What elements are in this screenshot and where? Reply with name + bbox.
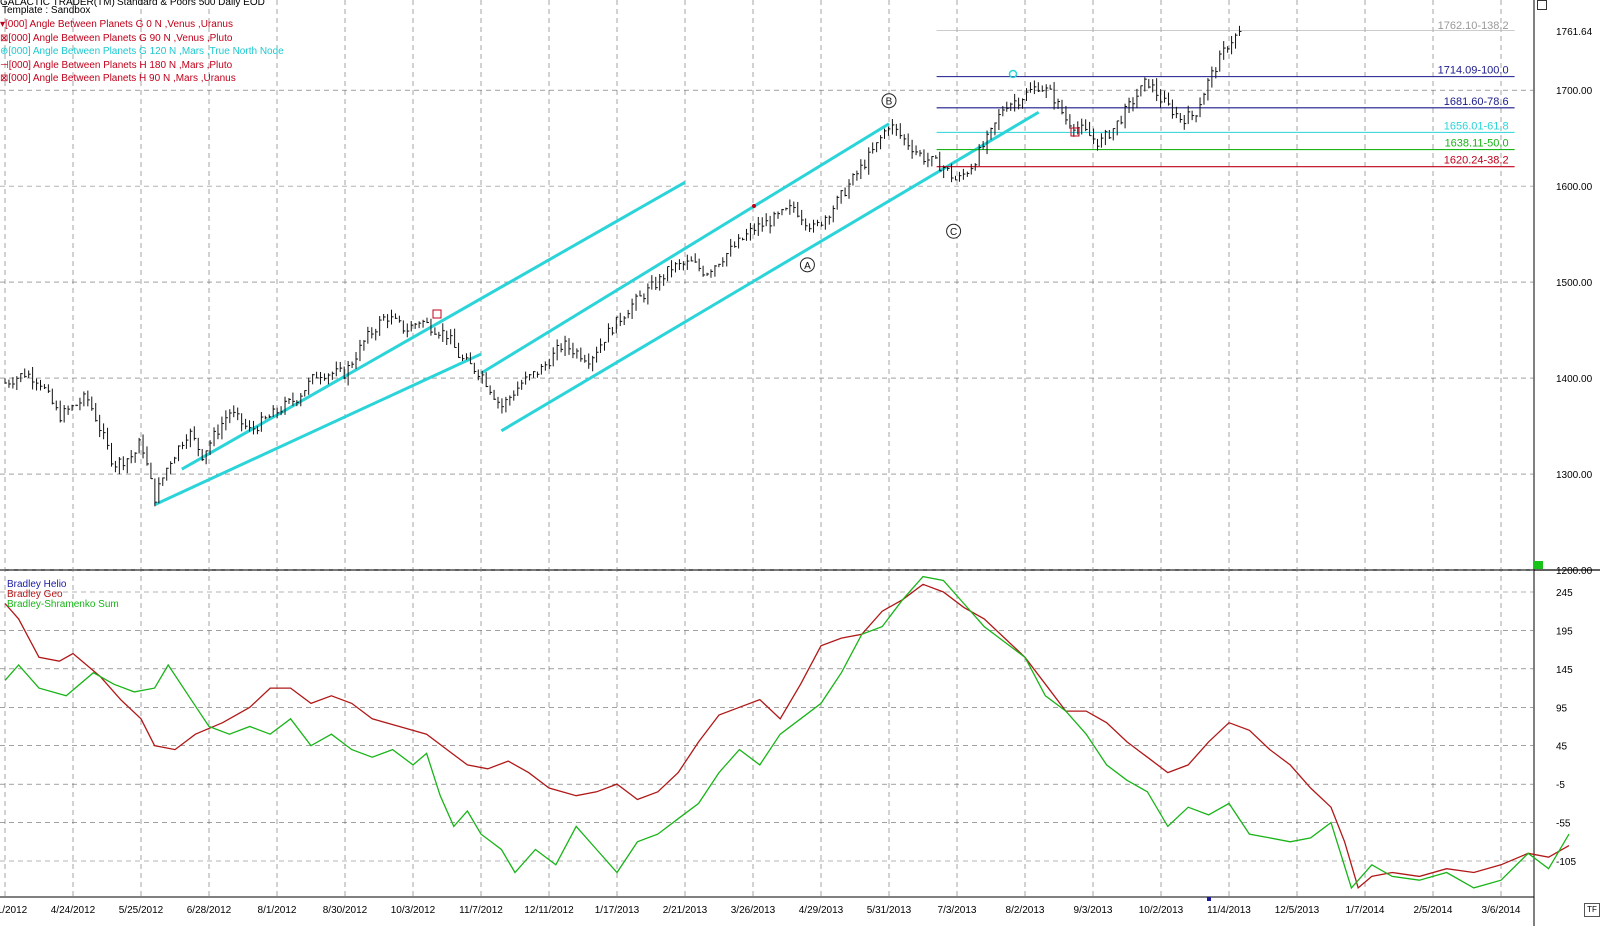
instrument-title: Standard & Poors 500 Daily EOD <box>117 0 265 8</box>
y-tick-label: 1300.00 <box>1556 470 1593 481</box>
legend-marker-icon: ⊣ <box>0 59 9 71</box>
legend-marker-icon: ⊠ <box>0 32 9 44</box>
x-tick-label: 1/7/2014 <box>1346 905 1385 916</box>
legend-label: [000] Angle Between Planets G 90 N ,Venu… <box>8 32 233 44</box>
osc-y-tick-label: -55 <box>1556 819 1571 830</box>
osc-y-tick-label: 45 <box>1556 742 1568 753</box>
event-marker <box>432 309 442 319</box>
x-tick-label: 3/6/2014 <box>1482 905 1521 916</box>
y-tick-label: 1500.00 <box>1556 278 1593 289</box>
x-tick-label: 10/3/2012 <box>391 905 436 916</box>
legend-bradley-geo: Bradley Geo <box>7 589 63 600</box>
x-axis-marker <box>1207 897 1211 901</box>
osc-y-tick-label: 195 <box>1556 626 1573 637</box>
wave-label: B <box>886 97 893 108</box>
x-tick-label: 8/1/2012 <box>258 905 297 916</box>
osc-y-tick-label: 95 <box>1556 703 1568 714</box>
x-tick-label: 11/4/2013 <box>1207 905 1251 916</box>
template-label: Template : Sandbox <box>2 5 91 16</box>
legend-label: [000] Angle Between Planets H 90 N ,Mars… <box>8 73 236 84</box>
x-tick-label: 12/11/2012 <box>524 905 574 916</box>
osc-y-tick-label: 145 <box>1556 665 1573 676</box>
x-tick-label: 2/5/2014 <box>1414 905 1453 916</box>
x-tick-label: 11/7/2012 <box>459 905 503 916</box>
event-marker <box>1070 127 1080 137</box>
x-tick-label: 4/24/2012 <box>51 905 96 916</box>
oscillator-line <box>4 583 1570 890</box>
x-tick-label: 1/17/2013 <box>595 905 640 916</box>
legend-label: [000] Angle Between Planets H 180 N ,Mar… <box>8 59 233 71</box>
legend-marker-icon: ⊕ <box>0 46 9 57</box>
legend-label: [000] Angle Between Planets G 0 N ,Venus… <box>5 19 233 30</box>
legend-item[interactable]: ⊠[000] Angle Between Planets G 90 N ,Ven… <box>0 32 232 45</box>
wave-label: A <box>804 261 811 272</box>
x-tick-label: 5/31/2013 <box>867 905 912 916</box>
x-tick-label: 7/3/2013 <box>938 905 977 916</box>
legend-item[interactable]: ▾[000] Angle Between Planets G 0 N ,Venu… <box>0 18 233 31</box>
last-price-label: 1762.10-138.2 <box>1438 20 1509 32</box>
x-tick-label: 12/5/2013 <box>1275 905 1320 916</box>
fib-level-label: 1620.24-38.2 <box>1444 155 1509 167</box>
osc-y-tick-label: -5 <box>1556 780 1565 791</box>
price-bars <box>4 25 1242 507</box>
window-corner-button[interactable] <box>1537 0 1547 10</box>
x-tick-label: 4/29/2013 <box>799 905 844 916</box>
y-tick-label: 1761.64 <box>1556 27 1593 38</box>
trend-channel-line <box>153 352 482 507</box>
event-marker <box>752 204 756 208</box>
y-tick-label: 1200.00 <box>1556 566 1593 577</box>
legend-item[interactable]: ⊣[000] Angle Between Planets H 180 N ,Ma… <box>0 59 232 72</box>
wave-label: C <box>950 227 957 238</box>
y-tick-label: 1600.00 <box>1556 182 1593 193</box>
event-marker <box>1008 69 1018 79</box>
x-tick-label: 9/3/2013 <box>1074 905 1113 916</box>
legend-item[interactable]: ⊕[000] Angle Between Planets G 120 N ,Ma… <box>0 45 284 58</box>
x-tick-label: 8/2/2013 <box>1006 905 1045 916</box>
wave-label-circle <box>799 257 815 273</box>
fib-level-label: 1681.60-78.6 <box>1444 96 1509 108</box>
x-tick-label: 2/21/2013 <box>663 905 708 916</box>
x-tick-label: 6/28/2012 <box>187 905 232 916</box>
trend-channel-line <box>181 180 686 471</box>
wave-label-circle <box>881 93 897 109</box>
pane-resize-handle[interactable] <box>1534 561 1543 569</box>
fib-level-label: 1714.09-100.0 <box>1438 65 1509 77</box>
app-title: GALACTIC TRADER(TM) <box>0 0 115 8</box>
x-tick-label: 5/25/2012 <box>119 905 164 916</box>
y-tick-label: 1400.00 <box>1556 374 1593 385</box>
trend-channel-line <box>480 122 890 375</box>
legend-bradley-sum: Bradley-Shramenko Sum <box>7 599 119 610</box>
legend-item[interactable]: ⊠[000] Angle Between Planets H 90 N ,Mar… <box>0 72 236 85</box>
legend-label: [000] Angle Between Planets G 120 N ,Mar… <box>8 46 284 57</box>
trend-channel-line <box>500 110 1040 433</box>
x-tick-label: 8/30/2012 <box>323 905 368 916</box>
x-tick-label: 3/21/2012 <box>0 905 28 916</box>
fib-level-label: 1638.11-50.0 <box>1445 138 1509 150</box>
osc-y-tick-label: 245 <box>1556 588 1573 599</box>
x-tick-label: 3/26/2013 <box>731 905 776 916</box>
legend-marker-icon: ⊠ <box>0 73 9 84</box>
oscillator-line <box>4 575 1570 890</box>
x-tick-label: 10/2/2013 <box>1139 905 1184 916</box>
fib-level-label: 1656.01-61.8 <box>1444 120 1509 132</box>
legend-marker-icon: ▾ <box>0 19 6 30</box>
timeframe-button[interactable]: TF <box>1584 903 1600 917</box>
y-tick-label: 1700.00 <box>1556 86 1593 97</box>
wave-label-circle <box>946 223 962 239</box>
osc-y-tick-label: -105 <box>1556 857 1576 868</box>
legend-bradley-helio: Bradley Helio <box>7 579 67 590</box>
